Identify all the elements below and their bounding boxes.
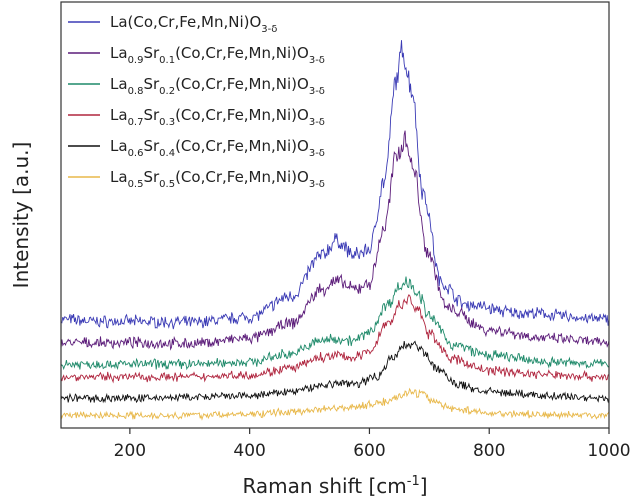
legend-label-part: (Co,Cr,Fe,Mn,Ni)O bbox=[175, 75, 309, 93]
x-tick-label: 800 bbox=[473, 441, 505, 461]
legend-label-part: 3-δ bbox=[309, 179, 325, 190]
legend-label-part: 0.6 bbox=[128, 148, 144, 159]
legend-label-part: 0.8 bbox=[128, 86, 144, 97]
series-line-4 bbox=[60, 294, 610, 384]
legend-label-part: 3-δ bbox=[309, 55, 325, 66]
legend-label-part: Sr bbox=[143, 75, 160, 93]
legend-label-part: La bbox=[110, 106, 128, 124]
legend-label-part: La bbox=[110, 168, 128, 186]
legend-label-3: La0.8Sr0.2(Co,Cr,Fe,Mn,Ni)O3-δ bbox=[110, 75, 325, 97]
legend-label-part: La bbox=[110, 137, 128, 155]
series-layer bbox=[60, 40, 610, 421]
legend-label-part: 0.7 bbox=[128, 117, 144, 128]
legend-label-part: (Co,Cr,Fe,Mn,Ni)O bbox=[175, 106, 309, 124]
legend-label-6: La0.5Sr0.5(Co,Cr,Fe,Mn,Ni)O3-δ bbox=[110, 168, 325, 190]
legend-label-part: 0.4 bbox=[159, 148, 175, 159]
series-line-3 bbox=[60, 276, 610, 371]
x-tick-label: 1000 bbox=[587, 441, 630, 461]
legend-label-part: La bbox=[110, 75, 128, 93]
x-axis-title-unit-open: [ bbox=[362, 474, 376, 498]
plot-frame bbox=[60, 1, 610, 429]
legend-label-part: Sr bbox=[143, 168, 160, 186]
legend-label-part: 3-δ bbox=[309, 148, 325, 159]
legend-label-part: 3-δ bbox=[309, 86, 325, 97]
legend: La(Co,Cr,Fe,Mn,Ni)O3-δLa0.9Sr0.1(Co,Cr,F… bbox=[68, 13, 325, 190]
legend-label-part: 3-δ bbox=[309, 117, 325, 128]
series-line-1 bbox=[60, 40, 610, 330]
series-line-5 bbox=[60, 340, 610, 404]
x-tick-label: 400 bbox=[233, 441, 265, 461]
x-tick-label: 200 bbox=[114, 441, 146, 461]
series-line-6 bbox=[60, 387, 610, 421]
legend-label-part: Sr bbox=[143, 44, 160, 62]
legend-label-part: 0.2 bbox=[159, 86, 175, 97]
x-axis-title-unit: cm bbox=[376, 474, 406, 498]
legend-label-4: La0.7Sr0.3(Co,Cr,Fe,Mn,Ni)O3-δ bbox=[110, 106, 325, 128]
legend-label-part: 3-δ bbox=[261, 24, 277, 35]
legend-label-part: (Co,Cr,Fe,Mn,Ni)O bbox=[175, 168, 309, 186]
legend-label-part: Sr bbox=[143, 137, 160, 155]
legend-label-1: La(Co,Cr,Fe,Mn,Ni)O3-δ bbox=[110, 13, 277, 35]
legend-label-part: (Co,Cr,Fe,Mn,Ni)O bbox=[175, 137, 309, 155]
legend-label-part: 0.3 bbox=[159, 117, 175, 128]
x-axis-title-main: Raman shift bbox=[242, 474, 362, 498]
legend-label-part: (Co,Cr,Fe,Mn,Ni)O bbox=[175, 44, 309, 62]
legend-label-5: La0.6Sr0.4(Co,Cr,Fe,Mn,Ni)O3-δ bbox=[110, 137, 325, 159]
legend-label-part: 0.5 bbox=[159, 179, 175, 190]
x-axis-title: Raman shift [cm-1] bbox=[242, 474, 427, 498]
x-tick-label: 600 bbox=[353, 441, 385, 461]
legend-label-part: 0.1 bbox=[159, 55, 175, 66]
legend-label-part: Sr bbox=[143, 106, 160, 124]
legend-label-part: 0.5 bbox=[128, 179, 144, 190]
x-axis: 200 400 600 800 1000 bbox=[114, 428, 631, 461]
legend-label-part: 0.9 bbox=[128, 55, 144, 66]
x-axis-title-unit-close: ] bbox=[420, 474, 428, 498]
x-axis-title-unit-exp: -1 bbox=[407, 474, 420, 489]
legend-label-2: La0.9Sr0.1(Co,Cr,Fe,Mn,Ni)O3-δ bbox=[110, 44, 325, 66]
legend-label-part: La bbox=[110, 44, 128, 62]
y-axis-title: Intensity [a.u.] bbox=[9, 142, 33, 289]
series-line-2 bbox=[60, 130, 610, 351]
legend-label-part: La(Co,Cr,Fe,Mn,Ni)O bbox=[110, 13, 261, 31]
